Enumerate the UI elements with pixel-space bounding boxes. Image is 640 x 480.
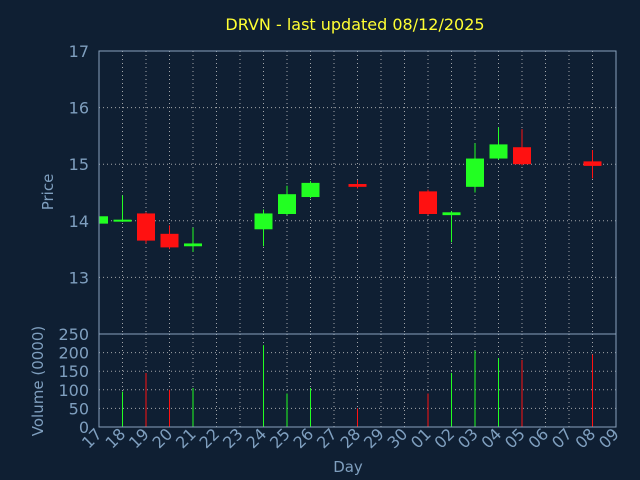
candle-body	[301, 182, 320, 198]
candle-body	[348, 184, 367, 187]
volume-tick-label: 0	[79, 418, 89, 437]
candle-body	[137, 213, 155, 241]
price-panel: 13 14 15 16 17	[69, 42, 617, 335]
candle-body	[583, 161, 602, 166]
candle-body	[160, 233, 179, 248]
candle-body	[99, 216, 108, 224]
price-tick-label: 14	[69, 212, 89, 231]
candle-body	[442, 212, 461, 216]
candle-body	[489, 144, 508, 159]
volume-tick-label: 150	[58, 362, 89, 381]
price-tick-label: 16	[69, 99, 89, 118]
candle-body	[113, 219, 132, 222]
price-tick-label: 17	[69, 42, 89, 61]
candle-body	[513, 147, 531, 165]
volume-tick-label: 200	[58, 344, 89, 363]
volume-axis-label: Volume (0000)	[29, 326, 47, 436]
candle-body	[419, 191, 437, 215]
volume-tick-label: 100	[58, 381, 89, 400]
volume-tick-label: 50	[69, 399, 89, 418]
volume-panel-frame	[98, 333, 617, 428]
x-axis-label: Day	[333, 458, 363, 476]
price-tick-label: 13	[69, 268, 89, 287]
chart-title: DRVN - last updated 08/12/2025	[225, 15, 484, 34]
volume-tick-label: 250	[58, 325, 89, 344]
candle-body	[278, 194, 296, 215]
candle-body	[184, 243, 202, 247]
price-axis-label: Price	[39, 174, 57, 211]
candle-body	[466, 158, 484, 187]
candle-body	[254, 213, 273, 230]
x-axis: 1718192021222324252627282930010203040506…	[78, 424, 623, 452]
price-tick-label: 15	[69, 155, 89, 174]
